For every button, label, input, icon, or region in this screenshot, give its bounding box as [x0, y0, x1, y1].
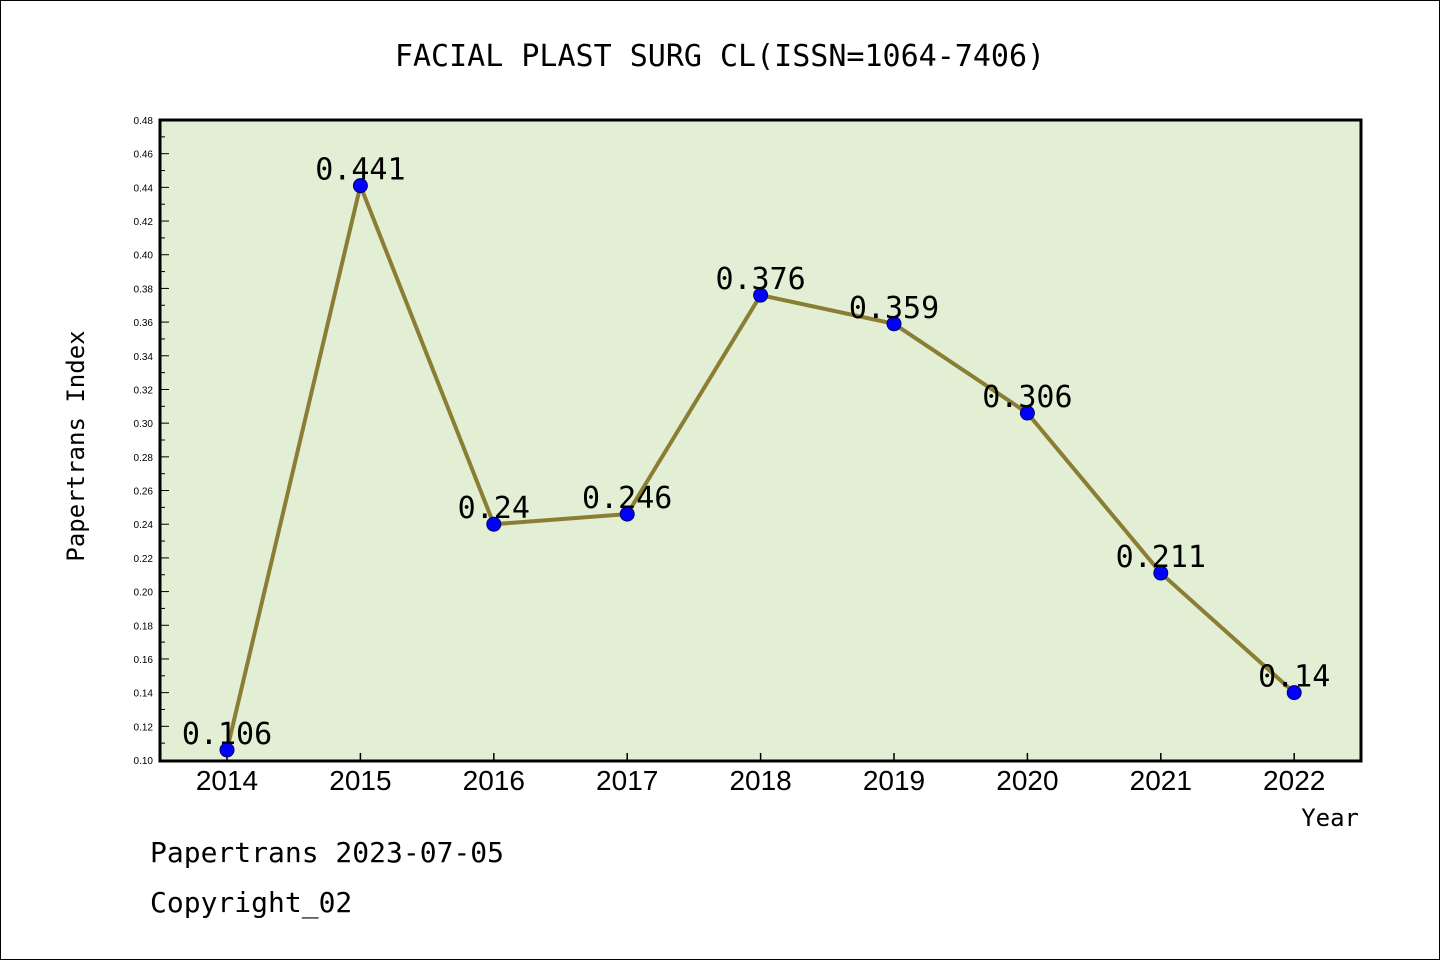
- y-tick-label: 0.34: [134, 352, 154, 363]
- y-tick-label: 0.18: [134, 621, 154, 632]
- y-axis-label: Papertrans Index: [62, 330, 90, 561]
- data-point-marker: [886, 316, 902, 332]
- y-axis-tick-labels: 0.10 0.12 0.14 0.16 0.18 0.20 0.22 0.24 0.26 0.28…: [134, 116, 154, 767]
- plot-area: [158, 118, 1363, 763]
- y-tick-label: 0.46: [134, 150, 154, 161]
- data-point-marker: [619, 506, 635, 522]
- data-point-marker: [352, 178, 368, 194]
- data-point-marker: [753, 287, 769, 303]
- chart-title: FACIAL PLAST SURG CL(ISSN=1064-7406): [395, 39, 1045, 74]
- data-point-marker: [486, 516, 502, 532]
- y-tick-label: 0.40: [134, 251, 154, 262]
- data-point-marker: [1019, 405, 1035, 421]
- data-label: 0.106: [182, 717, 272, 752]
- y-tick-label: 0.10: [134, 756, 154, 767]
- x-tick-label: 2016: [463, 765, 525, 796]
- data-point-marker: [1153, 565, 1169, 581]
- y-tick-label: 0.38: [134, 284, 154, 295]
- y-tick-label: 0.32: [134, 385, 154, 396]
- data-label: 0.24: [458, 491, 530, 526]
- marker-layer: [219, 178, 1302, 758]
- y-tick-label: 0.44: [134, 183, 154, 194]
- x-axis-label: Year: [1301, 804, 1359, 832]
- x-tick-label: 2020: [996, 765, 1058, 796]
- x-tick-label: 2021: [1130, 765, 1192, 796]
- x-tick-label: 2022: [1263, 765, 1325, 796]
- data-label: 0.376: [715, 262, 805, 297]
- y-tick-label: 0.30: [134, 419, 154, 430]
- data-label: 0.14: [1258, 660, 1330, 695]
- data-label: 0.246: [582, 481, 672, 516]
- data-label: 0.441: [315, 153, 405, 188]
- y-tick-label: 0.28: [134, 453, 154, 464]
- data-point-marker: [219, 742, 235, 758]
- x-tick-label: 2015: [329, 765, 391, 796]
- data-label: 0.359: [849, 291, 939, 326]
- footer-copyright: Copyright_02: [150, 886, 353, 919]
- x-axis-tick-labels: 2014 2015 2016 2017 2018 2019 2020 2021 2022: [196, 765, 1325, 796]
- footer-date: Papertrans 2023-07-05: [150, 836, 505, 869]
- data-label: 0.306: [982, 380, 1072, 415]
- y-tick-label: 0.48: [134, 116, 154, 127]
- x-axis-ticks: [226, 753, 1295, 761]
- x-tick-label: 2017: [596, 765, 658, 796]
- y-tick-label: 0.36: [134, 318, 154, 329]
- data-point-marker: [1286, 685, 1302, 701]
- data-label-layer: 0.106 0.441 0.24 0.246 0.376 0.359 0.306 0.211 0…: [182, 153, 1330, 752]
- data-label: 0.211: [1116, 540, 1206, 575]
- y-tick-label: 0.24: [134, 520, 154, 531]
- y-tick-label: 0.22: [134, 554, 154, 565]
- y-tick-label: 0.14: [134, 689, 154, 700]
- y-tick-label: 0.20: [134, 588, 154, 599]
- x-tick-label: 2014: [196, 765, 258, 796]
- x-tick-label: 2019: [863, 765, 925, 796]
- y-tick-label: 0.12: [134, 722, 154, 733]
- y-tick-label: 0.26: [134, 487, 154, 498]
- y-tick-label: 0.16: [134, 655, 154, 666]
- y-axis-ticks: [160, 119, 169, 761]
- x-tick-label: 2018: [729, 765, 791, 796]
- y-tick-label: 0.42: [134, 217, 154, 228]
